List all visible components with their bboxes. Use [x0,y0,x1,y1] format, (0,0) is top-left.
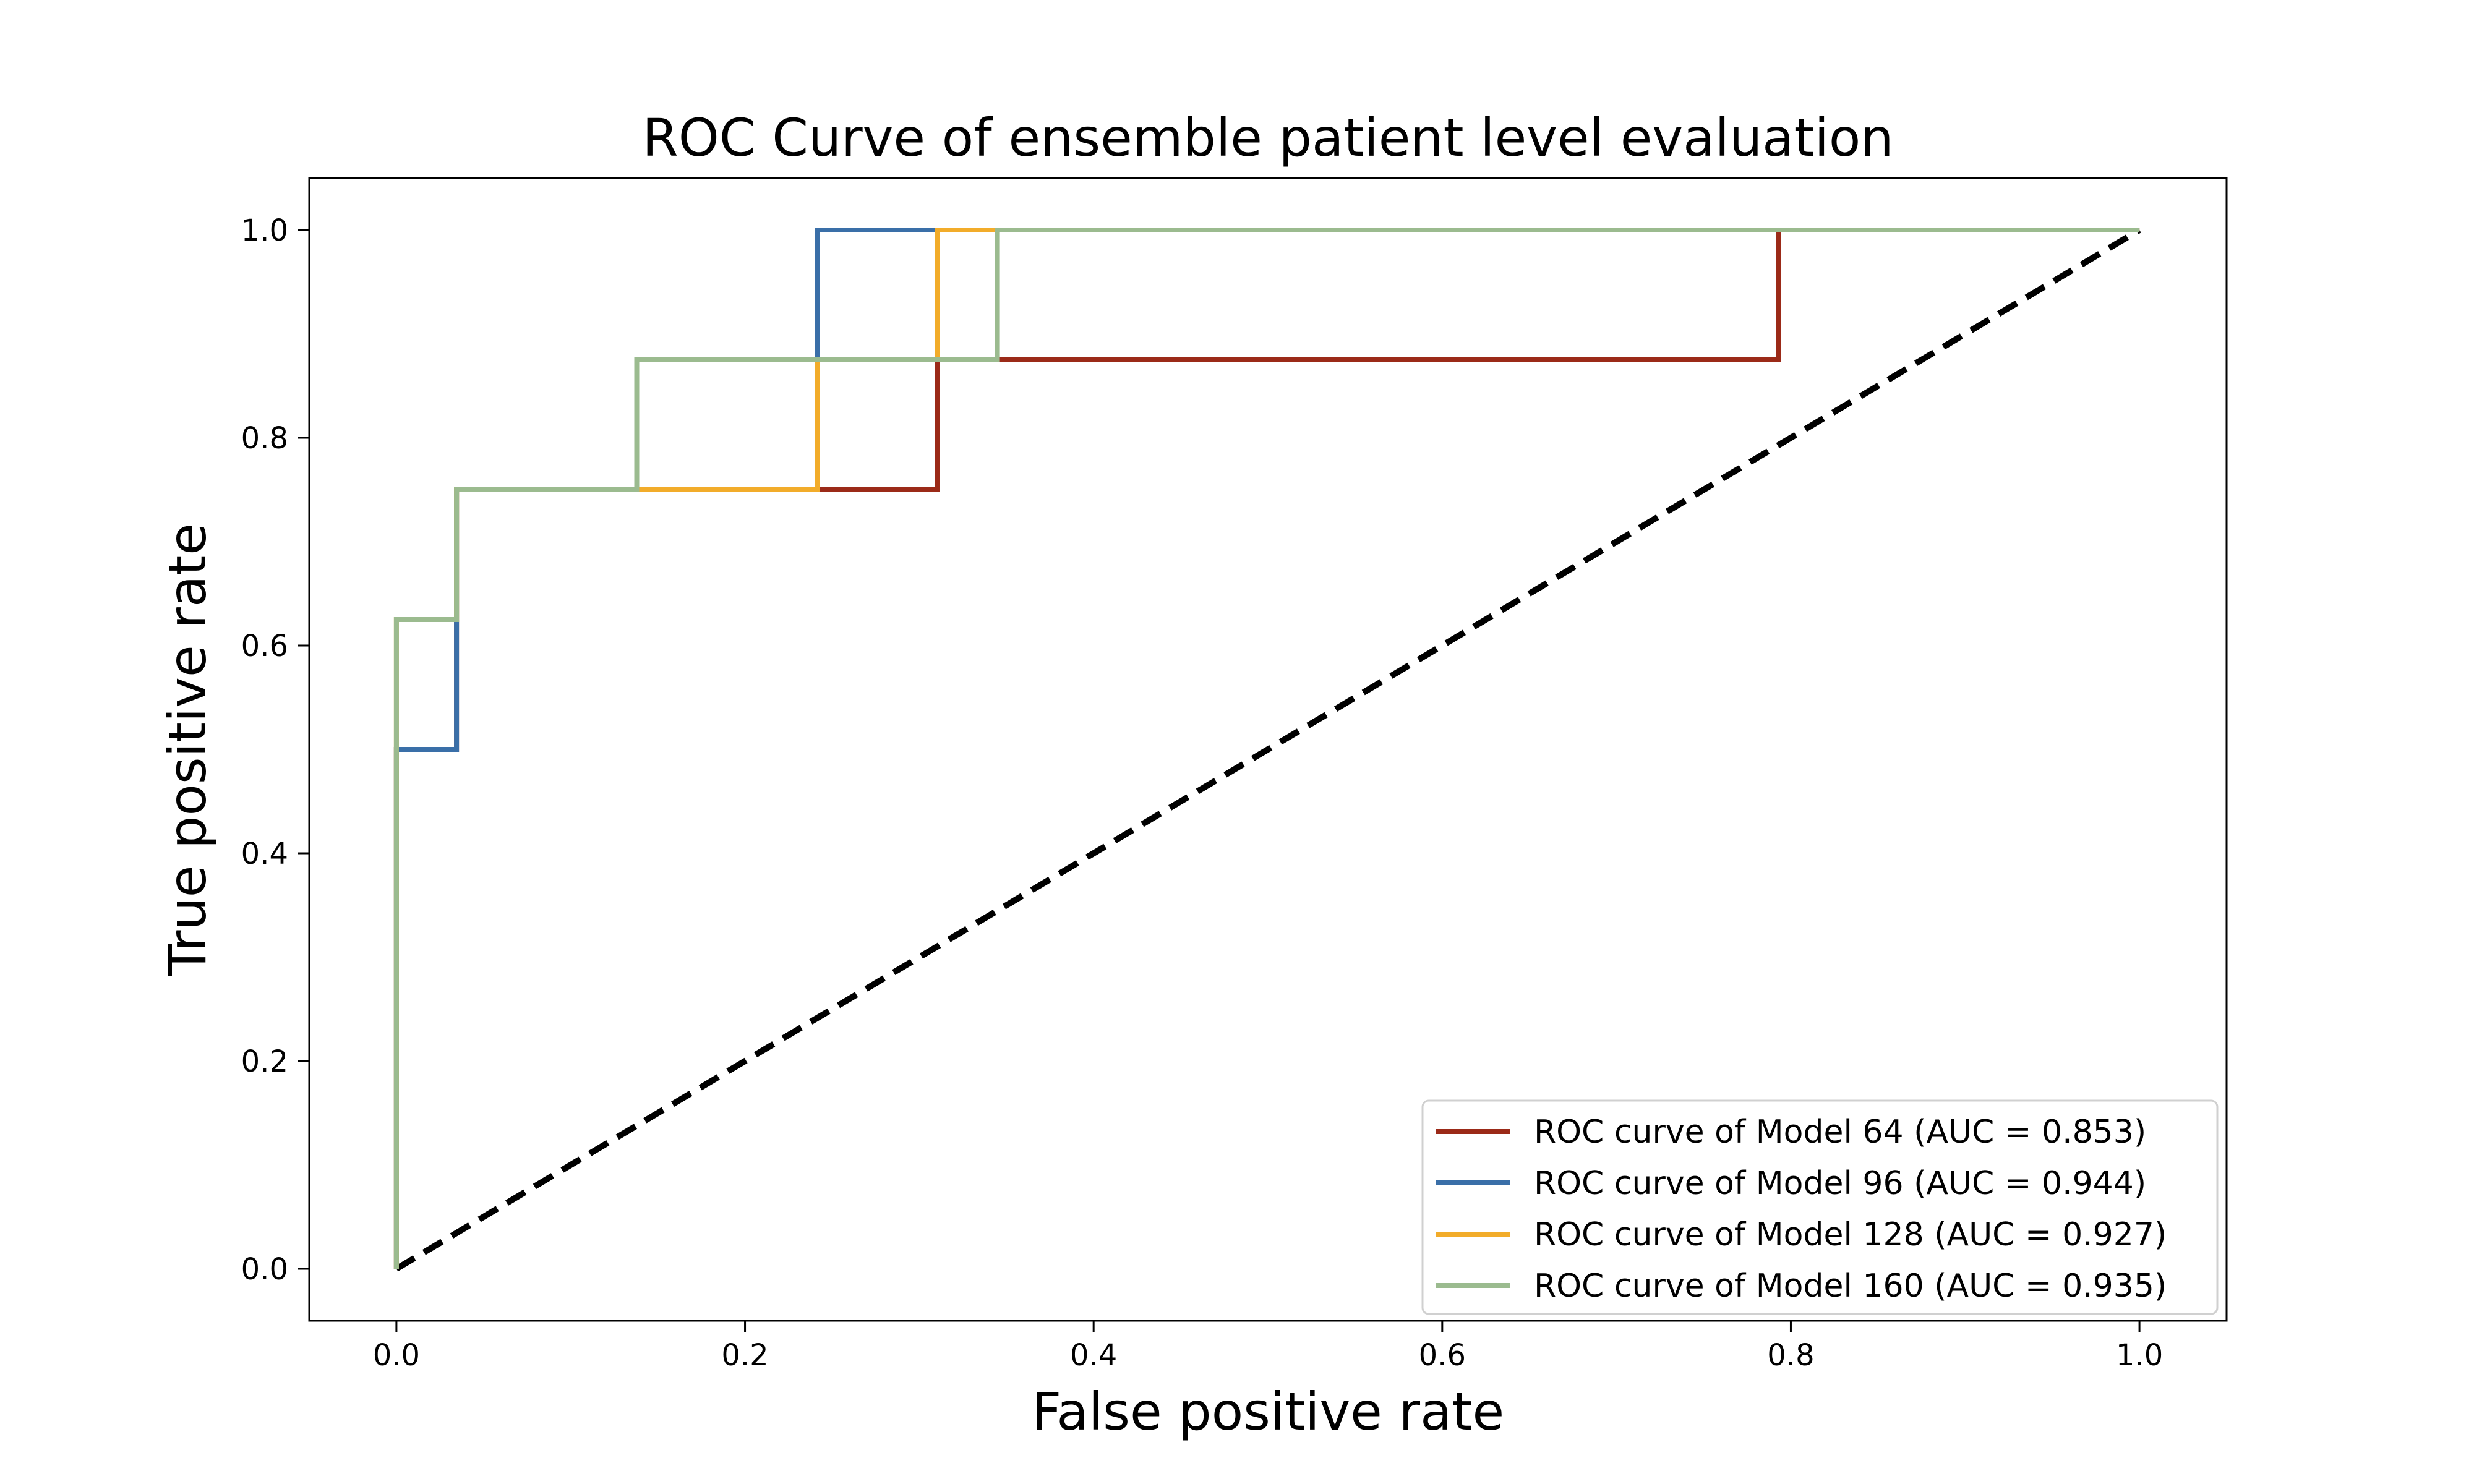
chance-diagonal-line [395,227,2141,1272]
x-tick-label: 0.2 [721,1338,768,1373]
plot-frame [308,177,2228,1322]
y-tick-label: 0.8 [241,421,288,456]
series-line-4 [393,228,2140,1269]
y-tick-label: 0.2 [241,1044,288,1079]
y-axis-title: True positive rate [157,523,218,976]
y-tick-label: 0.0 [241,1252,288,1287]
x-tick-label: 0.4 [1070,1338,1117,1373]
x-tick-label: 0.0 [373,1338,420,1373]
chart-title: ROC Curve of ensemble patient level eval… [642,108,1893,168]
y-tick-label: 0.4 [241,837,288,871]
x-tick-label: 1.0 [2116,1338,2163,1373]
x-axis: 0.0 0.2 0.4 0.6 0.8 1.0 [373,1321,2163,1373]
x-tick-label: 0.8 [1767,1338,1814,1373]
x-axis-title: False positive rate [1032,1381,1504,1442]
x-tick-label: 0.6 [1419,1338,1466,1373]
legend-label-2: ROC curve of Model 96 (AUC = 0.944) [1534,1165,2146,1202]
legend-label-4: ROC curve of Model 160 (AUC = 0.935) [1534,1268,2167,1305]
legend: ROC curve of Model 64 (AUC = 0.853) ROC c… [1421,1099,2219,1315]
y-tick-label: 0.6 [241,629,288,663]
legend-label-3: ROC curve of Model 128 (AUC = 0.927) [1534,1216,2167,1253]
plot-area [393,227,2141,1272]
legend-box [1421,1099,2219,1315]
y-axis: 0.0 0.2 0.4 0.6 0.8 1.0 [241,213,309,1287]
y-tick-label: 1.0 [241,213,288,248]
legend-label-1: ROC curve of Model 64 (AUC = 0.853) [1534,1114,2146,1151]
